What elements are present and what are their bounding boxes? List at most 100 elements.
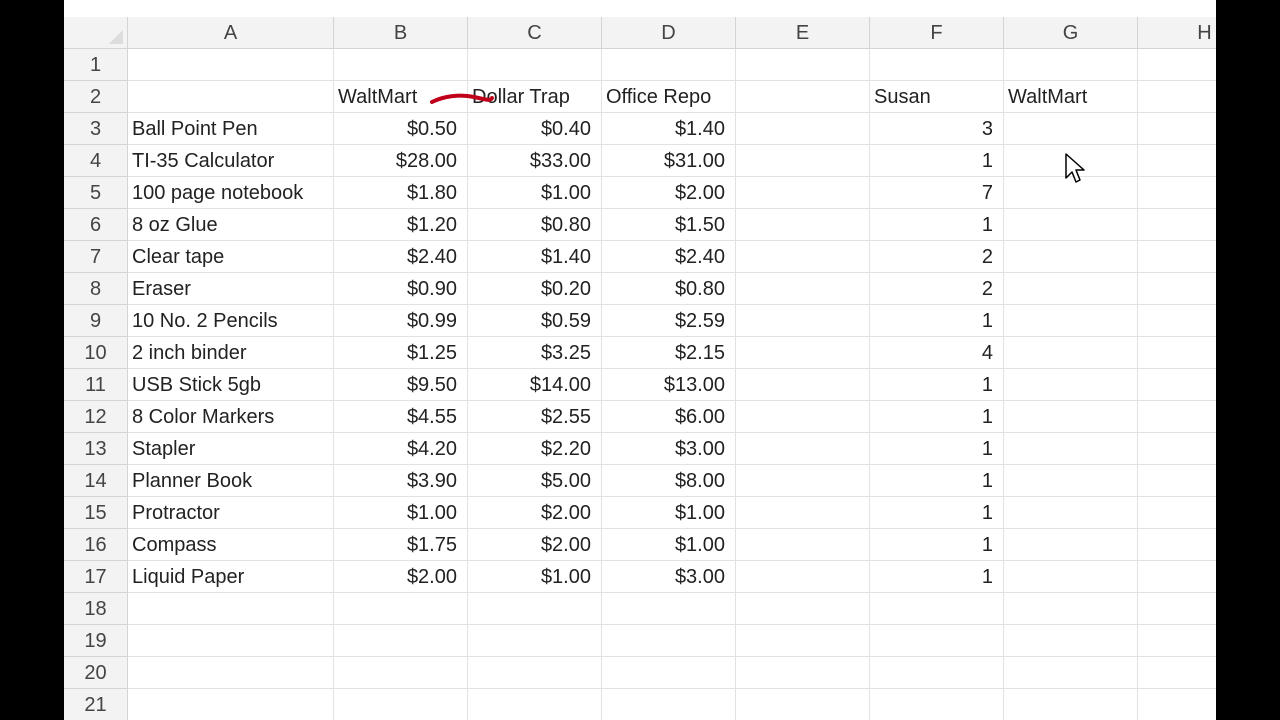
cell-g[interactable] xyxy=(1004,561,1138,593)
cell-f[interactable] xyxy=(870,689,1004,720)
cell-f[interactable]: 2 xyxy=(870,241,1004,273)
cell-b[interactable]: $0.99 xyxy=(334,305,468,337)
column-header-e[interactable]: E xyxy=(736,17,870,49)
cell-f[interactable] xyxy=(870,657,1004,689)
cell-h[interactable] xyxy=(1138,657,1216,689)
cell-e[interactable] xyxy=(736,593,870,625)
cell-d[interactable]: $13.00 xyxy=(602,369,736,401)
cell-a[interactable]: Liquid Paper xyxy=(128,561,334,593)
cell-a[interactable]: Protractor xyxy=(128,497,334,529)
column-header-d[interactable]: D xyxy=(602,17,736,49)
cell-g[interactable] xyxy=(1004,209,1138,241)
cell-d[interactable] xyxy=(602,625,736,657)
row-header[interactable]: 6 xyxy=(64,209,128,241)
cell-d[interactable] xyxy=(602,593,736,625)
cell-d[interactable]: $1.40 xyxy=(602,113,736,145)
cell-c[interactable] xyxy=(468,625,602,657)
cell-e[interactable] xyxy=(736,561,870,593)
cell-c[interactable]: $33.00 xyxy=(468,145,602,177)
cell-h[interactable] xyxy=(1138,177,1216,209)
cell-f[interactable]: 1 xyxy=(870,561,1004,593)
cell-a[interactable]: 100 page notebook xyxy=(128,177,334,209)
row-header[interactable]: 8 xyxy=(64,273,128,305)
cell-d[interactable]: $2.40 xyxy=(602,241,736,273)
row-header[interactable]: 9 xyxy=(64,305,128,337)
cell-b[interactable] xyxy=(334,593,468,625)
cell-b[interactable]: $1.00 xyxy=(334,497,468,529)
cell-b[interactable]: $4.55 xyxy=(334,401,468,433)
cell-a[interactable]: Stapler xyxy=(128,433,334,465)
cell-h[interactable] xyxy=(1138,689,1216,720)
row-header[interactable]: 4 xyxy=(64,145,128,177)
row-header[interactable]: 15 xyxy=(64,497,128,529)
cell-e[interactable] xyxy=(736,401,870,433)
cell-d[interactable]: $2.59 xyxy=(602,305,736,337)
cell-g[interactable]: WaltMart xyxy=(1004,81,1138,113)
column-header-a[interactable]: A xyxy=(128,17,334,49)
cell-g[interactable] xyxy=(1004,657,1138,689)
cell-f[interactable]: 1 xyxy=(870,209,1004,241)
cell-e[interactable] xyxy=(736,177,870,209)
cell-d[interactable] xyxy=(602,657,736,689)
cell-g[interactable] xyxy=(1004,593,1138,625)
cell-d[interactable]: $6.00 xyxy=(602,401,736,433)
cell-b[interactable] xyxy=(334,49,468,81)
cell-g[interactable] xyxy=(1004,689,1138,720)
cell-e[interactable] xyxy=(736,81,870,113)
cell-a[interactable] xyxy=(128,625,334,657)
cell-h[interactable] xyxy=(1138,401,1216,433)
cell-c[interactable]: $5.00 xyxy=(468,465,602,497)
cell-a[interactable]: 8 Color Markers xyxy=(128,401,334,433)
cell-a[interactable]: Planner Book xyxy=(128,465,334,497)
cell-b[interactable]: $2.00 xyxy=(334,561,468,593)
cell-a[interactable]: Ball Point Pen xyxy=(128,113,334,145)
cell-a[interactable] xyxy=(128,689,334,720)
cell-f[interactable]: 2 xyxy=(870,273,1004,305)
column-header-f[interactable]: F xyxy=(870,17,1004,49)
cell-b[interactable]: $1.75 xyxy=(334,529,468,561)
cell-c[interactable]: $2.20 xyxy=(468,433,602,465)
cell-e[interactable] xyxy=(736,529,870,561)
cell-f[interactable]: 1 xyxy=(870,305,1004,337)
cell-f[interactable] xyxy=(870,593,1004,625)
cell-h[interactable] xyxy=(1138,241,1216,273)
cell-h[interactable] xyxy=(1138,305,1216,337)
column-header-b[interactable]: B xyxy=(334,17,468,49)
cell-b[interactable]: $1.25 xyxy=(334,337,468,369)
cell-g[interactable] xyxy=(1004,465,1138,497)
cell-b[interactable]: $2.40 xyxy=(334,241,468,273)
cell-b[interactable]: $9.50 xyxy=(334,369,468,401)
cell-f[interactable] xyxy=(870,49,1004,81)
cell-e[interactable] xyxy=(736,113,870,145)
cell-c[interactable] xyxy=(468,689,602,720)
cell-h[interactable] xyxy=(1138,369,1216,401)
cell-d[interactable]: $1.00 xyxy=(602,497,736,529)
cell-a[interactable]: Clear tape xyxy=(128,241,334,273)
cell-a[interactable] xyxy=(128,49,334,81)
cell-e[interactable] xyxy=(736,689,870,720)
cell-e[interactable] xyxy=(736,305,870,337)
row-header[interactable]: 13 xyxy=(64,433,128,465)
cell-b[interactable]: $3.90 xyxy=(334,465,468,497)
cell-h[interactable] xyxy=(1138,433,1216,465)
row-header[interactable]: 17 xyxy=(64,561,128,593)
cell-b[interactable]: $1.80 xyxy=(334,177,468,209)
cell-a[interactable] xyxy=(128,81,334,113)
cell-f[interactable]: 3 xyxy=(870,113,1004,145)
cell-f[interactable]: Susan xyxy=(870,81,1004,113)
cell-e[interactable] xyxy=(736,337,870,369)
cell-g[interactable] xyxy=(1004,401,1138,433)
row-header[interactable]: 20 xyxy=(64,657,128,689)
cell-c[interactable]: $1.00 xyxy=(468,561,602,593)
cell-d[interactable]: $0.80 xyxy=(602,273,736,305)
cell-b[interactable]: $4.20 xyxy=(334,433,468,465)
column-header-g[interactable]: G xyxy=(1004,17,1138,49)
cell-d[interactable] xyxy=(602,689,736,720)
cell-c[interactable] xyxy=(468,657,602,689)
cell-c[interactable]: $3.25 xyxy=(468,337,602,369)
cell-h[interactable] xyxy=(1138,113,1216,145)
cell-d[interactable]: $3.00 xyxy=(602,433,736,465)
cell-g[interactable] xyxy=(1004,497,1138,529)
cell-h[interactable] xyxy=(1138,465,1216,497)
cell-g[interactable] xyxy=(1004,305,1138,337)
